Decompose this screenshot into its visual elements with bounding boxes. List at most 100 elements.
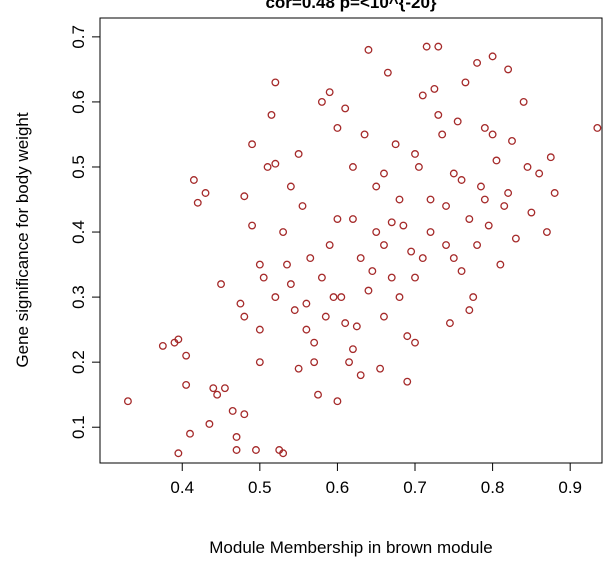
point [550,189,559,197]
y-tick-label: 0.4 [69,220,88,244]
point [356,371,365,380]
point [523,163,532,171]
point [488,130,497,139]
x-axis-label: Module Membership in brown module [209,538,492,557]
point [321,312,330,321]
point [302,325,311,334]
point [341,104,350,113]
point [286,280,295,289]
point [263,163,272,171]
point [259,273,268,282]
y-tick-label: 0.6 [69,90,88,114]
point [317,273,326,282]
point [395,195,404,204]
point [496,260,505,269]
point [426,228,435,236]
point [364,45,373,54]
point [411,150,419,158]
point [283,260,291,269]
point [193,198,202,207]
point [492,156,501,165]
point [174,449,183,458]
point [255,358,264,367]
point [380,312,388,321]
point [294,364,303,373]
point [461,78,470,87]
point [542,228,551,236]
y-tick-label: 0.2 [69,350,88,374]
point [201,189,210,197]
point [182,380,191,389]
plot-frame [99,17,603,464]
point [488,52,497,61]
point [380,241,388,250]
x-tick-label: 0.9 [558,478,582,497]
point [220,384,229,393]
point [418,91,427,100]
point [504,65,513,74]
point [329,293,338,302]
point [403,377,412,386]
point [414,163,423,171]
point [449,169,458,178]
point [473,58,482,67]
point [442,241,450,250]
point [411,338,419,347]
point [123,397,132,406]
point [395,293,404,302]
point [422,42,431,51]
point [182,351,191,360]
x-tick-label: 0.8 [481,478,505,497]
point [341,319,350,328]
point [500,202,509,210]
point [368,267,377,276]
point [333,215,342,223]
point [271,159,280,168]
point [593,123,602,132]
point [442,202,450,210]
point [508,137,516,145]
point [306,254,315,263]
point [372,182,381,191]
point [418,254,427,263]
point [325,88,334,97]
point [511,234,520,243]
point [403,332,412,341]
point [337,293,346,302]
point [411,273,419,282]
point [240,192,249,201]
point [356,254,365,263]
point [434,110,443,119]
point [310,358,319,367]
point [387,218,396,227]
point [248,221,257,230]
point [546,153,555,162]
point [477,182,485,191]
x-tick-label: 0.4 [170,478,194,497]
chart-title: cor=0.48 p=<10^{-20} [265,0,436,12]
point [209,384,218,393]
point [333,397,342,406]
x-tick-label: 0.6 [326,478,350,497]
point [457,267,466,276]
point [255,260,264,269]
point [240,312,249,321]
point [294,150,303,158]
point [228,407,237,415]
x-tick-label: 0.5 [248,478,272,497]
point [399,221,408,230]
point [480,123,489,132]
point [380,169,388,178]
point [407,247,416,256]
point [426,195,435,204]
y-tick-label: 0.3 [69,285,88,309]
point [348,163,357,171]
point [504,189,513,197]
point [387,273,396,282]
point [298,202,307,210]
point [449,254,458,263]
point [217,280,225,289]
point [372,228,381,236]
point [232,433,241,441]
point [205,420,214,428]
